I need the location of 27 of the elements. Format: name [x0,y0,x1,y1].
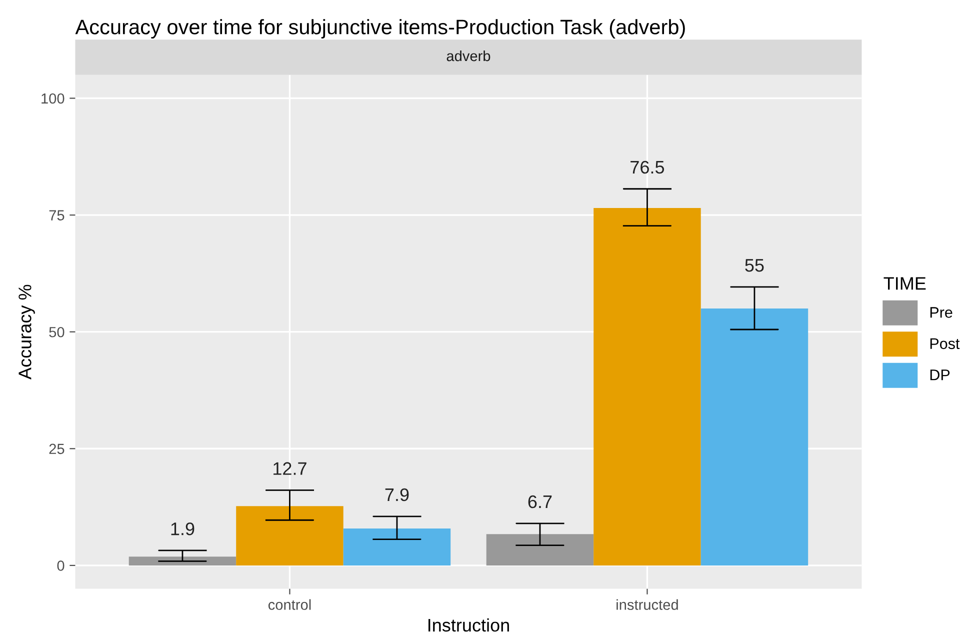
chart-title: Accuracy over time for subjunctive items-Production Task (adverb) [75,19,685,39]
data-label: 7.9 [385,488,409,502]
x-tick-label: instructed [616,599,678,610]
y-axis-title: Accuracy % [18,284,35,380]
bar [128,556,236,566]
data-label: 76.5 [630,160,664,174]
x-axis-title: Instruction [428,618,509,632]
bar [700,308,808,566]
data-label: 55 [745,259,764,272]
x-tick-label: control [268,599,311,610]
y-tick-label: 100 [42,93,64,104]
bar [594,208,701,566]
bar [486,534,594,566]
legend-label: Pre [930,307,952,318]
legend-title: TIME [884,277,926,290]
bar [236,506,344,566]
chart-subtitle: adverb [446,50,490,62]
bar [343,528,451,566]
data-label: 1.9 [171,522,194,536]
y-tick-label: 25 [49,444,64,454]
data-label: 6.7 [528,495,552,508]
y-tick-label: 0 [57,560,64,571]
y-tick-label: 50 [49,326,64,338]
legend-label: DP [930,370,950,380]
data-label: 12.7 [274,462,306,475]
legend-label: Post [930,338,960,350]
y-tick-label: 75 [49,210,64,220]
